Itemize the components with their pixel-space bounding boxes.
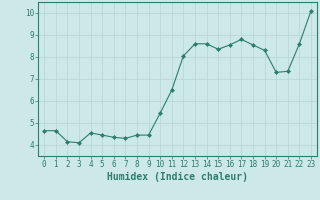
X-axis label: Humidex (Indice chaleur): Humidex (Indice chaleur) bbox=[107, 172, 248, 182]
